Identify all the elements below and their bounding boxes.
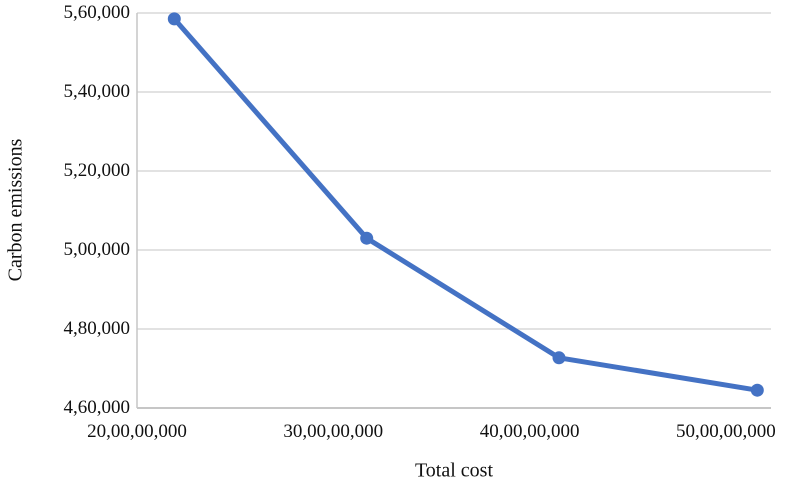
data-point-marker	[360, 231, 374, 245]
x-tick-label: 40,00,00,000	[479, 421, 580, 442]
y-tick-label: 5,20,000	[63, 160, 131, 181]
y-tick-label: 4,60,000	[63, 397, 131, 418]
y-tick-label: 5,60,000	[63, 2, 131, 23]
x-tick-label: 20,00,00,000	[87, 421, 187, 442]
x-tick-label: 50,00,00,000	[675, 421, 776, 442]
y-tick-label: 4,80,000	[63, 318, 131, 339]
series-line	[171, 16, 760, 393]
y-tick-label: 5,00,000	[63, 239, 131, 260]
y-tick-label: 5,40,000	[63, 81, 131, 102]
data-point-marker	[167, 12, 181, 26]
x-tick-label: 30,00,00,000	[283, 421, 384, 442]
data-point-marker	[750, 383, 764, 397]
x-axis-title: Total cost	[414, 459, 494, 482]
data-point-marker	[552, 351, 566, 365]
